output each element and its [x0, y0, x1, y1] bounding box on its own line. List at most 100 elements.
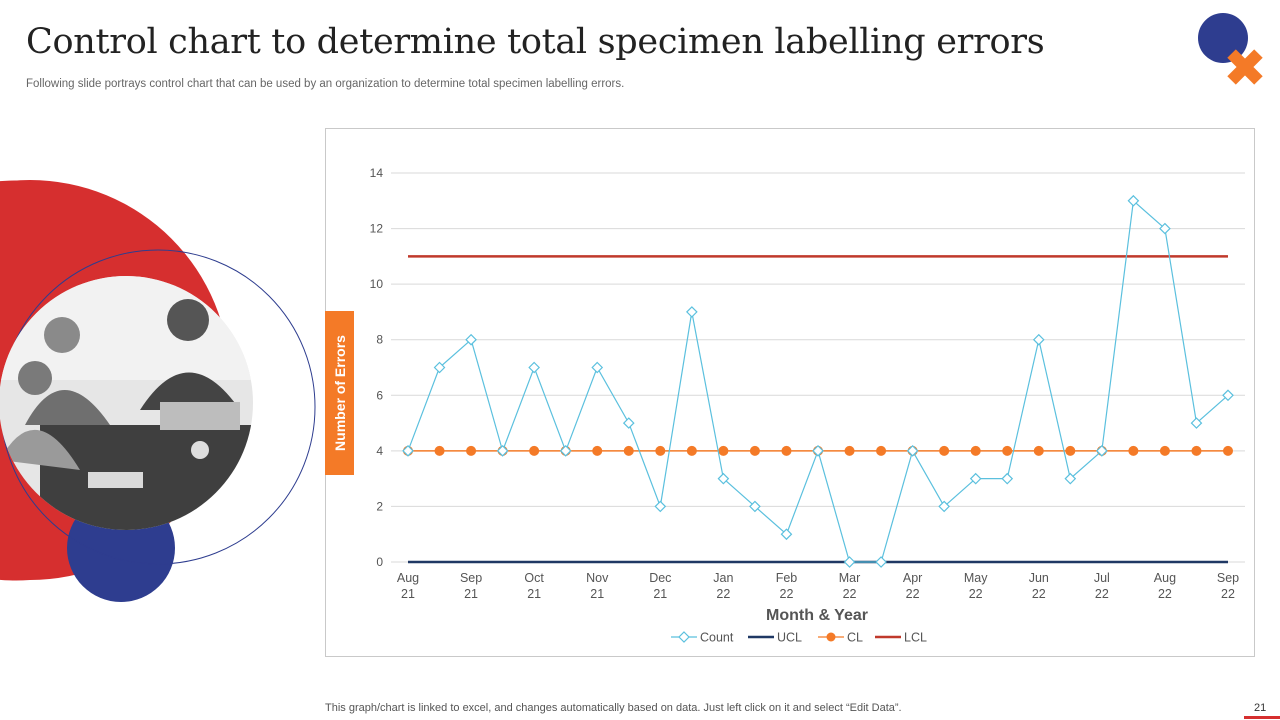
data-point-cl[interactable]	[1002, 445, 1013, 456]
data-point-cl[interactable]	[434, 445, 445, 456]
x-tick-month: Jan	[713, 571, 733, 585]
x-tick-year: 22	[780, 587, 794, 601]
data-point-cl[interactable]	[466, 445, 477, 456]
legend-label-count[interactable]: Count	[700, 631, 734, 645]
legend-label-cl[interactable]: CL	[847, 631, 863, 645]
data-point-cl[interactable]	[718, 445, 729, 456]
data-point-count[interactable]	[496, 445, 509, 457]
data-point-cl[interactable]	[686, 445, 697, 456]
chart-frame[interactable]	[325, 128, 1255, 657]
y-tick-label: 6	[376, 388, 383, 402]
data-point-cl[interactable]	[781, 445, 792, 456]
x-axis-label: Month & Year	[766, 607, 868, 624]
x-tick-month: Sep	[1217, 571, 1239, 585]
data-point-count[interactable]	[654, 500, 667, 513]
y-tick-label: 0	[376, 555, 383, 569]
x-tick-month: Feb	[776, 571, 798, 585]
x-tick-label: Jan 22	[713, 571, 733, 601]
x-tick-year: 21	[590, 587, 604, 601]
data-point-count[interactable]	[812, 445, 824, 457]
data-point-count[interactable]	[1159, 222, 1171, 235]
data-point-cl[interactable]	[970, 445, 981, 456]
data-point-cl[interactable]	[1065, 445, 1076, 456]
data-point-count[interactable]	[465, 333, 477, 346]
x-tick-year: 22	[843, 587, 857, 601]
data-point-count[interactable]	[749, 500, 761, 513]
x-tick-year: 22	[1158, 587, 1172, 601]
x-tick-label: Sep 22	[1217, 571, 1239, 601]
data-point-count[interactable]	[843, 556, 856, 568]
team-photo-illustration	[0, 180, 316, 602]
data-point-cl[interactable]	[939, 445, 950, 456]
data-point-count[interactable]	[1064, 472, 1077, 485]
data-point-cl[interactable]	[592, 445, 603, 456]
x-tick-month: Dec	[649, 571, 671, 585]
x-tick-year: 21	[527, 587, 541, 601]
y-axis-label: Number of Errors	[331, 335, 348, 451]
data-point-cl[interactable]	[1128, 445, 1139, 456]
data-point-count[interactable]	[1222, 389, 1234, 402]
x-tick-label: Sep 21	[460, 571, 482, 601]
data-point-count[interactable]	[402, 445, 414, 457]
data-point-count[interactable]	[969, 472, 982, 485]
data-point-count[interactable]	[717, 472, 730, 485]
data-point-count[interactable]	[938, 500, 951, 513]
y-tick-label: 14	[370, 166, 384, 180]
x-tick-month: Sep	[460, 571, 482, 585]
y-tick-label: 12	[370, 222, 384, 236]
legend-label-ucl[interactable]: UCL	[777, 631, 802, 645]
data-point-count[interactable]	[685, 306, 698, 318]
data-point-cl[interactable]	[1191, 445, 1202, 456]
brand-logo-icon	[1198, 13, 1263, 85]
x-tick-label: Oct 21	[524, 571, 544, 601]
data-point-cl[interactable]	[1033, 445, 1044, 456]
data-point-count[interactable]	[780, 528, 793, 541]
data-point-count[interactable]	[622, 417, 635, 429]
x-tick-label: May 22	[964, 571, 988, 601]
x-tick-year: 21	[401, 587, 415, 601]
control-chart[interactable]: 0 2 4 6 8 10 12 14 Aug 21 Sep 21 Oct 21 Nov 21 Dec 21 Jan…	[325, 128, 1255, 657]
series-line-count	[407, 199, 1229, 563]
x-tick-label: Dec 21	[649, 571, 671, 601]
data-point-count[interactable]	[906, 445, 919, 457]
y-axis-label-tab: Number of Errors	[325, 311, 354, 475]
legend-marker-cl	[826, 632, 836, 642]
x-tick-month: May	[964, 571, 988, 585]
data-point-cl[interactable]	[623, 445, 634, 456]
x-tick-month: Aug	[1154, 571, 1176, 585]
data-point-cl[interactable]	[749, 445, 760, 456]
data-point-count[interactable]	[433, 361, 446, 374]
data-point-count[interactable]	[559, 445, 572, 457]
x-tick-month: Oct	[524, 571, 544, 585]
x-tick-year: 22	[1095, 587, 1109, 601]
x-tick-label: Feb 22	[776, 571, 798, 601]
x-tick-year: 21	[464, 587, 478, 601]
x-tick-year: 21	[653, 587, 667, 601]
data-point-cl[interactable]	[1159, 445, 1170, 456]
x-tick-month: Mar	[839, 571, 861, 585]
page-number-underline	[1244, 716, 1280, 719]
x-tick-label: Aug 22	[1154, 571, 1176, 601]
data-point-count[interactable]	[1001, 472, 1014, 485]
x-tick-month: Aug	[397, 571, 419, 585]
x-tick-month: Jun	[1029, 571, 1049, 585]
data-point-count[interactable]	[875, 556, 887, 568]
page-title: Control chart to determine total specime…	[26, 22, 1045, 62]
data-point-cl[interactable]	[1223, 445, 1233, 456]
data-point-cl[interactable]	[876, 445, 887, 456]
x-tick-label: Mar 22	[839, 571, 861, 601]
data-point-count[interactable]	[528, 361, 541, 374]
data-point-cl[interactable]	[844, 445, 855, 456]
data-point-count[interactable]	[1127, 194, 1140, 207]
data-point-count[interactable]	[1095, 445, 1108, 457]
x-tick-label: Jul 22	[1094, 571, 1110, 601]
y-tick-label: 4	[376, 444, 383, 458]
x-tick-month: Apr	[903, 571, 922, 585]
data-point-cl[interactable]	[655, 445, 666, 456]
data-point-count[interactable]	[1190, 417, 1203, 429]
data-point-count[interactable]	[591, 361, 604, 374]
legend-label-lcl[interactable]: LCL	[904, 631, 927, 645]
data-point-cl[interactable]	[529, 445, 540, 456]
data-point-count[interactable]	[1032, 333, 1045, 346]
page-subtitle: Following slide portrays control chart t…	[26, 78, 625, 90]
